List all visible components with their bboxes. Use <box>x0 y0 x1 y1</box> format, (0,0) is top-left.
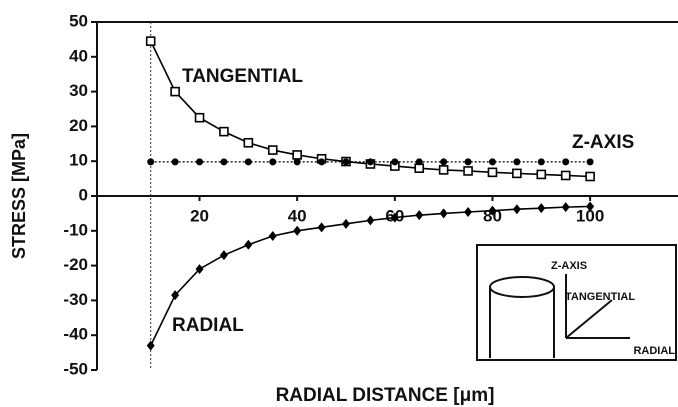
marker <box>293 158 301 166</box>
marker <box>464 158 472 166</box>
marker <box>219 250 228 261</box>
y-tick-label: 10 <box>69 151 88 170</box>
cylinder-top <box>489 276 555 298</box>
marker <box>390 212 399 223</box>
marker <box>194 112 205 123</box>
y-tick-label: 30 <box>69 81 88 100</box>
marker <box>147 158 155 166</box>
inset-label: TANGENTIAL <box>565 291 635 303</box>
marker <box>292 150 302 160</box>
y-tick-label: 0 <box>79 185 88 204</box>
y-tick-label: -20 <box>63 255 88 274</box>
x-tick-label: 20 <box>190 206 209 225</box>
marker <box>585 171 595 182</box>
y-tick-label: 50 <box>69 11 88 30</box>
marker <box>440 158 448 166</box>
x-axis-label: RADIAL DISTANCE [μm] <box>276 385 495 406</box>
marker <box>219 126 229 137</box>
marker <box>243 137 254 148</box>
y-tick-label: -50 <box>63 359 88 378</box>
series-label: TANGENTIAL <box>182 66 303 87</box>
marker <box>415 158 423 166</box>
marker <box>561 202 570 213</box>
marker <box>512 204 521 215</box>
y-tick-label: 20 <box>69 116 88 135</box>
marker <box>342 218 350 229</box>
marker <box>586 201 595 212</box>
marker <box>464 207 473 218</box>
marker <box>537 158 545 166</box>
marker <box>268 231 277 242</box>
marker <box>513 158 521 166</box>
marker <box>171 158 179 166</box>
marker <box>366 158 374 166</box>
marker <box>342 158 350 166</box>
inset-label: RADIAL <box>633 345 675 357</box>
marker <box>586 158 594 166</box>
y-tick-label: -30 <box>63 290 88 309</box>
marker <box>391 158 399 166</box>
marker <box>145 36 156 46</box>
x-tick-label: 40 <box>288 206 307 225</box>
marker <box>220 158 228 166</box>
y-tick-label: -40 <box>63 325 88 344</box>
marker <box>196 158 204 166</box>
marker <box>244 158 252 166</box>
marker <box>366 215 375 226</box>
marker <box>438 165 449 175</box>
inset <box>476 244 677 361</box>
y-tick-label: 40 <box>69 46 88 65</box>
marker <box>317 222 326 233</box>
marker <box>244 239 253 250</box>
marker <box>195 264 204 275</box>
inset-label: Z-AXIS <box>551 260 587 272</box>
series-label: Z-AXIS <box>572 132 634 153</box>
marker <box>269 158 277 166</box>
marker <box>537 203 546 214</box>
marker <box>171 290 180 301</box>
series-label: RADIAL <box>172 315 244 336</box>
marker <box>562 158 570 166</box>
series-line <box>149 40 591 178</box>
x-tick-label: 100 <box>576 206 604 225</box>
inset-frame <box>476 244 677 361</box>
marker <box>267 145 278 155</box>
marker <box>488 158 496 166</box>
marker <box>536 169 547 180</box>
marker <box>293 225 302 236</box>
marker <box>146 340 155 351</box>
marker <box>439 208 448 219</box>
y-tick-label: -10 <box>63 220 88 239</box>
marker <box>487 167 498 178</box>
marker <box>463 166 473 176</box>
y-axis-label: STRESS [MPa] <box>9 133 29 259</box>
marker <box>512 168 522 179</box>
marker <box>488 205 497 216</box>
axis-arrow <box>565 299 613 339</box>
marker <box>318 158 326 166</box>
marker <box>170 86 180 97</box>
marker <box>415 210 424 221</box>
marker <box>560 170 571 181</box>
